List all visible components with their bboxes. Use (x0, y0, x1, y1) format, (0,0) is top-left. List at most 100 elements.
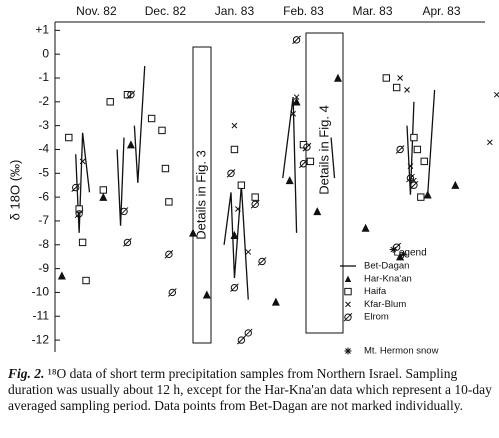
y-tick-label: -2 (38, 94, 49, 108)
detail-label: Details in Fig. 4 (316, 105, 331, 195)
square-marker (75, 205, 83, 213)
star-marker (389, 246, 397, 254)
circle-slash-marker (230, 283, 239, 293)
legend-title: Legend (393, 248, 426, 259)
y-tick-label: -7 (38, 213, 49, 227)
month-label: Feb. 83 (283, 4, 324, 18)
y-tick-label: -10 (32, 285, 50, 299)
square-marker (417, 193, 425, 201)
caption-label: Fig. 2. (8, 366, 45, 381)
y-tick-label: -11 (33, 308, 50, 322)
x-marker (293, 94, 300, 100)
y-tick-label: -8 (38, 237, 49, 251)
circle-slash-marker (299, 159, 308, 169)
triangle-marker (313, 207, 322, 216)
x-marker (486, 139, 493, 146)
caption-text: ¹⁸O data of short term precipitation sam… (8, 366, 492, 413)
x-marker (404, 87, 410, 93)
legend-label: Bet-Dagan (364, 261, 409, 272)
x-marker (235, 206, 241, 212)
y-tick-label: -4 (38, 142, 49, 156)
y-tick-label: -9 (38, 261, 49, 275)
circle-slash-marker (119, 207, 129, 216)
legend-label: Elrom (364, 312, 389, 323)
star-marker (400, 250, 408, 258)
triangle-marker (285, 176, 294, 185)
detail-box (305, 32, 344, 334)
circle-slash-marker (74, 209, 84, 219)
month-label: Jan. 83 (215, 4, 255, 18)
square-marker (230, 145, 239, 154)
triangle-marker (333, 73, 342, 82)
square-marker (420, 157, 428, 166)
circle-slash-marker (292, 35, 301, 45)
triangle-marker (292, 97, 301, 106)
square-marker (251, 193, 259, 201)
x-marker (245, 249, 252, 255)
x-marker (493, 91, 499, 98)
square-marker (306, 157, 315, 166)
legend-label: Haifa (364, 286, 387, 297)
square-marker (165, 198, 173, 206)
caption: Fig. 2. ¹⁸O data of short term precipita… (8, 366, 493, 414)
y-tick-label: -6 (38, 189, 49, 203)
circle-slash-marker (406, 173, 415, 183)
circle-slash-marker (237, 335, 246, 345)
square-marker (382, 74, 391, 82)
circle-slash-marker (395, 145, 405, 154)
x-marker (407, 163, 414, 170)
y-tick-label: +1 (35, 23, 49, 37)
month-label: Apr. 83 (423, 4, 461, 18)
detail-label: Details in Fig. 3 (193, 150, 208, 240)
circle-slash-marker (226, 168, 236, 178)
triangle-marker (189, 228, 198, 237)
circle-slash-marker (126, 90, 136, 100)
x-marker (231, 122, 238, 129)
square-marker (106, 98, 114, 106)
square-marker (392, 83, 401, 92)
triangle-marker (423, 190, 432, 199)
y-axis-label: δ 18O (‰) (7, 160, 22, 221)
month-label: Dec. 82 (145, 4, 187, 18)
y-tick-label: -3 (38, 118, 49, 132)
square-marker (237, 181, 246, 189)
square-marker (78, 238, 87, 247)
square-marker (410, 133, 418, 142)
circle-slash-marker (123, 238, 132, 247)
circle-slash-marker (164, 249, 174, 259)
y-tick-label: -5 (38, 165, 49, 179)
circle-slash-marker (250, 199, 260, 209)
x-marker (290, 110, 296, 117)
y-tick-label: -12 (32, 332, 50, 346)
circle-slash-marker (167, 288, 177, 297)
square-marker (65, 133, 73, 142)
chart: δ 18O (‰) Details in Fig. 3 Details in F… (7, 4, 499, 357)
x-marker (79, 158, 86, 165)
triangle-marker (126, 140, 135, 149)
legend-label: Kfar-Blum (364, 299, 406, 310)
circle-slash-marker (243, 328, 253, 338)
square-marker (158, 126, 166, 135)
triangle-marker (57, 271, 66, 280)
legend-label: Mt. Hermon snow (364, 346, 439, 357)
detail-box (192, 46, 212, 344)
triangle-marker (361, 223, 370, 232)
circle-slash-marker (409, 180, 419, 190)
y-tick-label: 0 (42, 46, 49, 60)
square-marker (413, 145, 422, 154)
circle-slash-marker (257, 257, 267, 266)
triangle-marker (202, 290, 211, 299)
triangle-marker (230, 230, 239, 239)
circle-slash-marker (71, 183, 81, 192)
x-marker (397, 75, 403, 81)
square-marker (82, 276, 90, 285)
triangle-marker (344, 275, 352, 282)
month-label: Mar. 83 (352, 4, 392, 18)
circle-slash-marker (343, 312, 353, 322)
triangle-marker (451, 180, 460, 189)
square-marker (147, 114, 156, 123)
square-marker (99, 186, 108, 194)
legend-label: Har-Kna'an (364, 273, 412, 284)
y-tick-label: -1 (38, 70, 49, 84)
